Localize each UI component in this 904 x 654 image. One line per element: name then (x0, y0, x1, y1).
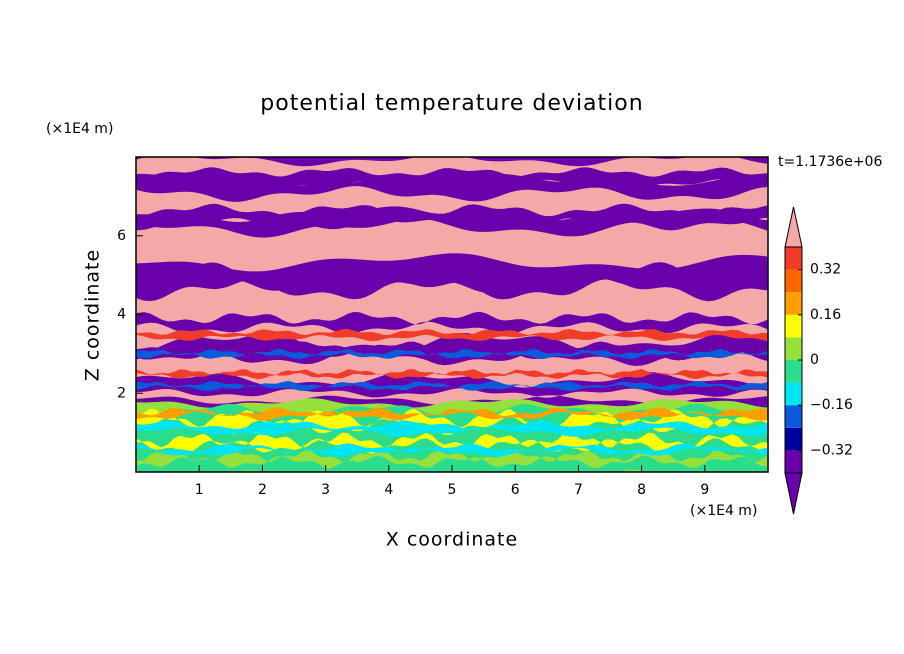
y-tick-label: 2 (117, 385, 126, 401)
mixing-streak (136, 380, 768, 392)
colorbar-tick-label: 0.16 (810, 307, 841, 323)
x-unit: (×1E4 m) (690, 503, 757, 519)
cool-layer (136, 262, 768, 294)
x-tick-label: 3 (321, 482, 330, 498)
colorbar-extend-low (784, 472, 803, 515)
x-tick-label: 2 (258, 482, 267, 498)
x-tick-label: 6 (511, 482, 520, 498)
x-tick-label: 1 (195, 482, 204, 498)
annotation: t=1.1736e+06 (778, 154, 882, 170)
cool-layer (136, 311, 768, 335)
colorbar-band (785, 337, 802, 360)
colorbar-band (785, 450, 802, 473)
colorbar-band (785, 360, 802, 383)
x-tick-label: 4 (384, 482, 393, 498)
boundary-streak (136, 407, 768, 421)
contour-field (136, 157, 768, 472)
x-tick-label: 5 (448, 482, 457, 498)
boundary-streak (136, 432, 768, 454)
mixing-streak (136, 328, 768, 342)
warm-layer (136, 186, 768, 222)
mixing-streak (136, 369, 768, 380)
cool-layer (136, 203, 768, 231)
colorbar-extend-high (784, 206, 803, 248)
boundary-streak (136, 449, 768, 469)
cool-layer (136, 167, 768, 189)
x-tick-label: 9 (700, 482, 709, 498)
colorbar-band (785, 405, 802, 428)
colorbar-tick-label: −0.32 (810, 442, 853, 458)
warm-layer (136, 388, 768, 405)
warm-layer (136, 218, 768, 272)
y-unit: (×1E4 m) (46, 121, 113, 137)
y-tick-label: 6 (117, 228, 126, 244)
colorbar-band (785, 382, 802, 406)
boundary-streak (136, 408, 768, 436)
chart-title: potential temperature deviation (260, 91, 643, 116)
colorbar-tick-label: −0.16 (810, 397, 853, 413)
colorbar-band (785, 314, 802, 338)
x-tick-label: 7 (574, 482, 583, 498)
y-axis-label: Z coordinate (82, 249, 104, 381)
x-axis-label: X coordinate (386, 529, 518, 551)
colorbar-band (785, 247, 802, 270)
y-tick-label: 4 (117, 307, 126, 323)
boundary-streak (136, 443, 768, 457)
colorbar-tick-label: 0 (810, 352, 819, 368)
colorbar-tick-label: 0.32 (810, 262, 841, 278)
colorbar-band (785, 269, 802, 293)
colorbar-band (785, 427, 802, 451)
colorbar-band (785, 292, 802, 315)
boundary-streak (136, 420, 768, 437)
x-tick-label: 8 (637, 482, 646, 498)
mixing-streak (136, 348, 768, 360)
warm-layer (136, 350, 768, 388)
